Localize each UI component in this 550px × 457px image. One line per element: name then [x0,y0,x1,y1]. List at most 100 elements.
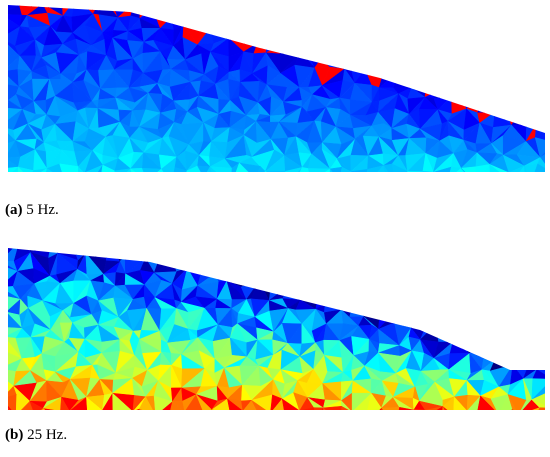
mesh-element [265,248,290,262]
mesh-element [517,29,539,46]
mesh-element [413,180,428,201]
mesh-element [45,180,65,199]
mesh-element [476,286,493,299]
mesh-element [546,116,550,125]
mesh-element [504,17,518,31]
mesh-element [391,248,408,263]
mesh-element [512,415,524,427]
mesh-element [105,248,121,263]
mesh-element [339,267,354,290]
mesh-element [270,5,283,19]
mesh-element [517,274,539,287]
mesh-element [539,142,545,158]
mesh-element [482,11,495,25]
mesh-element [267,266,289,289]
mesh-element [364,41,386,59]
mesh-element [465,258,483,269]
mesh-element [525,284,540,301]
mesh-element [238,178,255,197]
mesh-element [546,0,550,10]
mesh-element [495,82,505,102]
mesh-element [516,29,539,46]
mesh-element [337,38,357,53]
mesh-element [447,166,462,172]
mesh-element [405,254,429,277]
mesh-element [517,283,540,301]
mesh-element [546,366,550,380]
mesh-element [351,181,365,195]
mesh-element [508,282,527,304]
mesh-element [517,52,541,67]
mesh-element [512,254,524,277]
caption-label: (b) [5,427,24,443]
mesh-element [434,248,451,255]
mesh-element [352,186,369,196]
mesh-element [518,310,542,329]
mesh-element [440,27,455,40]
mesh-element [533,322,545,343]
mesh-element [78,166,93,172]
mesh-element [462,93,485,110]
mesh-element [243,28,259,44]
mesh-element [203,248,216,258]
mesh-element [536,65,545,84]
mesh-element [462,295,478,312]
mesh-element [350,170,365,172]
mesh-element [478,36,495,61]
mesh-element [478,257,490,276]
mesh-element [258,17,272,28]
mesh-element [512,248,524,258]
mesh-element [175,412,187,422]
mesh-element [441,81,455,98]
mesh-element [533,408,545,410]
mesh-element [450,79,464,99]
mesh-element [497,80,511,101]
mesh-element [539,58,545,68]
mesh-element [394,407,415,410]
mesh-element [453,396,468,410]
mesh-element [264,170,289,172]
mesh-element [533,338,545,353]
mesh-element [435,54,454,69]
mesh-element [316,282,326,304]
mesh-element [338,298,355,311]
mesh-element [113,412,133,430]
mesh-element [113,182,134,198]
mesh-element [352,411,370,420]
mesh-element [421,185,438,198]
mesh-element [420,254,439,271]
mesh-element [29,408,44,410]
mesh-element [214,182,231,196]
mesh-element [240,271,260,288]
mesh-element [339,181,352,200]
mesh-element [348,41,368,59]
mesh-element [504,5,521,19]
mesh-element [307,168,331,172]
mesh-element [420,5,441,15]
mesh-element [507,52,524,73]
mesh-element [507,394,519,410]
mesh-element [392,31,409,45]
mesh-element [517,44,539,54]
mesh-element [463,11,484,32]
mesh-element [536,9,545,33]
mesh-element [369,407,382,410]
mesh-element [544,65,545,84]
mesh-element [539,150,545,172]
mesh-element [214,248,228,260]
mesh-element [395,41,411,60]
mesh-element [447,253,467,270]
mesh-element [460,168,476,172]
mesh-element [477,92,496,114]
mesh-element [383,163,397,172]
mesh-element [464,5,484,18]
mesh-element [452,411,468,429]
mesh-element [476,309,496,324]
mesh-element [368,10,382,28]
mesh-element [536,5,545,14]
mesh-element [282,286,301,301]
mesh-element [82,248,107,254]
mesh-element [392,43,408,60]
mesh-element [407,31,427,45]
mesh-element [288,248,297,261]
